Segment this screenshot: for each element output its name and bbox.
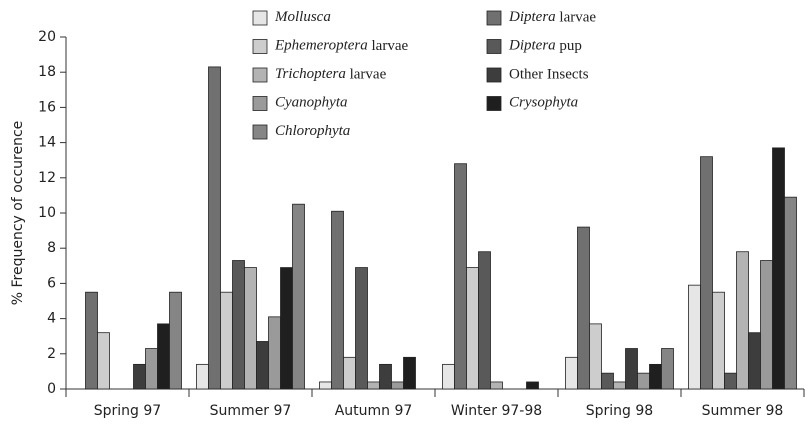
bar [208,66,221,390]
bar [292,203,305,390]
bar [454,163,467,390]
bar [355,267,368,390]
x-tick-label: Autumn 97 [335,403,413,419]
bar [367,381,380,390]
bar [736,251,749,390]
legend-label: Ephemeroptera larvae [274,38,408,54]
y-tick-label: 6 [47,275,56,291]
bar [649,363,662,390]
legend-swatch [486,96,502,111]
y-tick-label: 12 [38,170,56,186]
bar [403,356,416,390]
bar [526,381,539,390]
bar [133,363,146,390]
legend-swatch [252,39,268,54]
legend-label: Trichoptera larvae [275,66,387,82]
bar [700,156,713,390]
bar [256,341,269,390]
bar [772,147,785,390]
bar [442,363,455,390]
bar [760,260,773,390]
bar [478,251,491,390]
x-tick-label: Winter 97-98 [451,403,542,419]
bar [280,267,293,390]
legend-swatch [252,10,268,26]
bar [232,260,245,390]
x-tick-label: Summer 98 [702,403,784,419]
bar [712,291,725,390]
bar [565,356,578,390]
y-tick-label: 10 [38,205,56,221]
bar [784,196,797,390]
bar [661,348,674,390]
legend-swatch [486,39,502,54]
x-tick-label: Spring 97 [94,403,161,419]
legend-label: Diptera larvae [508,9,596,25]
bar [157,323,170,390]
legend-swatch [252,124,268,140]
x-tick-label: Summer 97 [210,403,292,419]
bar [97,332,110,390]
x-tick-label: Spring 98 [586,403,653,419]
bar [196,363,209,390]
y-tick-label: 16 [38,99,56,115]
bar [343,356,356,390]
y-tick-label: 14 [38,135,56,151]
legend-swatch [252,96,268,111]
bar [220,291,233,390]
bar [625,348,638,390]
legend-label: Cyanophyta [275,95,348,111]
legend-label: Other Insects [509,66,589,82]
bar [85,291,98,390]
bar [637,372,650,390]
bar [169,291,182,390]
bar [601,372,614,390]
bar [244,267,257,390]
bar [748,332,761,390]
y-tick-label: 2 [47,346,56,362]
y-tick-label: 18 [38,64,56,80]
bar [466,267,479,390]
y-tick-label: 4 [47,311,56,327]
y-axis-label: % Frequency of occurence [10,121,26,306]
bar [724,372,737,390]
y-tick-label: 20 [38,29,56,45]
bar [319,381,332,390]
legend-swatch [252,67,268,83]
y-tick-label: 8 [47,240,56,256]
bar [688,284,701,390]
legend-label: Mollusca [274,9,331,25]
bar [589,323,602,390]
legend-label: Crysophyta [509,95,578,111]
bar [391,381,404,390]
legend-label: Chlorophyta [275,123,350,139]
bar [577,226,590,390]
bar [268,316,281,390]
bar [490,381,503,390]
bar [145,348,158,390]
bar [379,363,392,390]
y-tick-label: 0 [47,381,56,397]
legend-label: Diptera pup [508,38,582,54]
bar [331,210,344,390]
legend-swatch [486,67,502,83]
legend-swatch [486,10,502,26]
bar [613,381,626,390]
